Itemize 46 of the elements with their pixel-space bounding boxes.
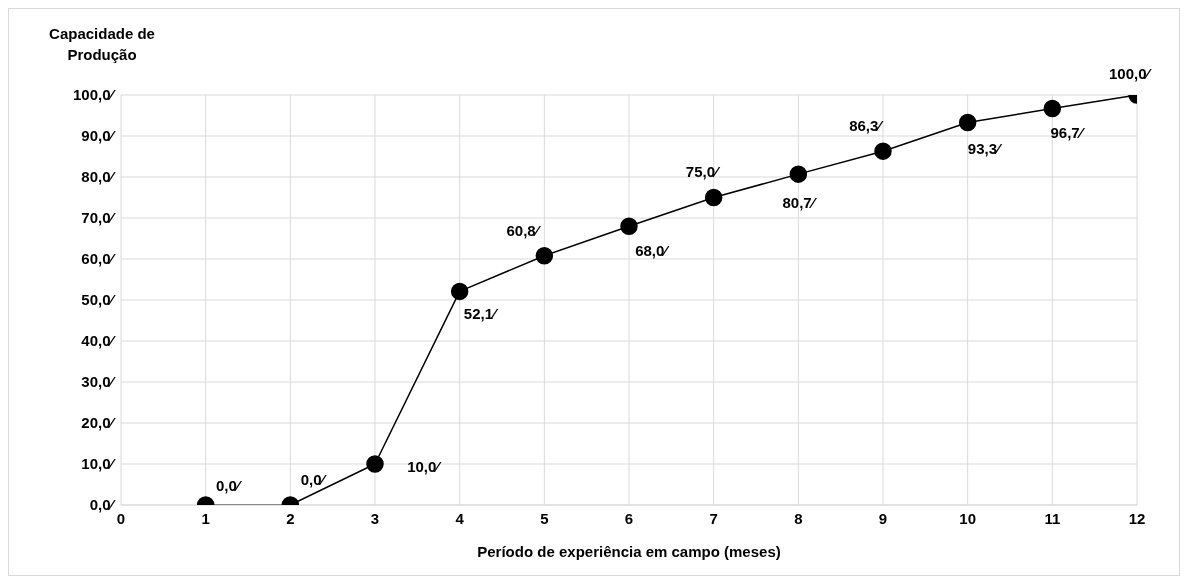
x-tick-label: 10 [959, 509, 977, 527]
y-tick-label: 30,0⁄ [81, 373, 117, 391]
x-axis-title: Período de experiência em campo (meses) [477, 543, 781, 560]
point [704, 188, 723, 207]
y-tick-label: 60,0⁄ [81, 250, 117, 268]
x-tick-label: 8 [794, 509, 803, 527]
x-tick-label: 7 [709, 509, 718, 527]
y-tick-label: 70,0⁄ [81, 209, 117, 227]
y-tick-label: 20,0⁄ [81, 414, 117, 432]
data-label: 80,7⁄ [782, 194, 818, 212]
y-tick-label: 10,0⁄ [81, 455, 117, 473]
x-tick-label: 12 [1128, 509, 1146, 527]
x-tick-label: 6 [624, 509, 634, 527]
point [958, 113, 977, 132]
data-label: 52,1⁄ [463, 305, 500, 323]
y-tick-label: 50,0⁄ [81, 291, 117, 309]
y-tick-label: 80,0⁄ [81, 168, 117, 186]
y-tick-label: 0,0⁄ [89, 496, 117, 514]
data-label: 75,0⁄ [685, 163, 722, 181]
point [535, 246, 554, 265]
y-tick-label: 100,0⁄ [72, 86, 117, 104]
point [620, 217, 638, 235]
x-tick-label: 0 [116, 509, 126, 527]
data-label: 68,0⁄ [635, 242, 671, 260]
y-tick-label: 40,0⁄ [81, 332, 117, 350]
point [874, 142, 892, 160]
point [450, 282, 469, 301]
x-tick-label: 9 [878, 509, 888, 527]
data-label: 0,0⁄ [215, 476, 243, 494]
x-tick-label: 11 [1044, 509, 1061, 527]
x-tick-label: 2 [286, 509, 295, 527]
x-tick-label: 1 [201, 509, 210, 527]
x-tick-label: 5 [540, 509, 549, 527]
y-axis-title: Capacidade de Produção [48, 24, 156, 65]
data-label: 10,0⁄ [407, 457, 443, 475]
data-label: 0,0⁄ [300, 470, 328, 488]
data-label: 100,0⁄ [1108, 64, 1153, 82]
point [1043, 99, 1062, 118]
data-label: 86,3⁄ [849, 117, 885, 135]
data-label: 93,3⁄ [967, 140, 1004, 158]
y-tick-label: 90,0⁄ [81, 127, 117, 145]
data-label: 60,8⁄ [506, 221, 542, 239]
x-tick-label: 4 [455, 509, 465, 527]
data-label: 96,7⁄ [1050, 124, 1086, 142]
x-tick-label: 3 [370, 509, 380, 527]
point [789, 165, 808, 183]
